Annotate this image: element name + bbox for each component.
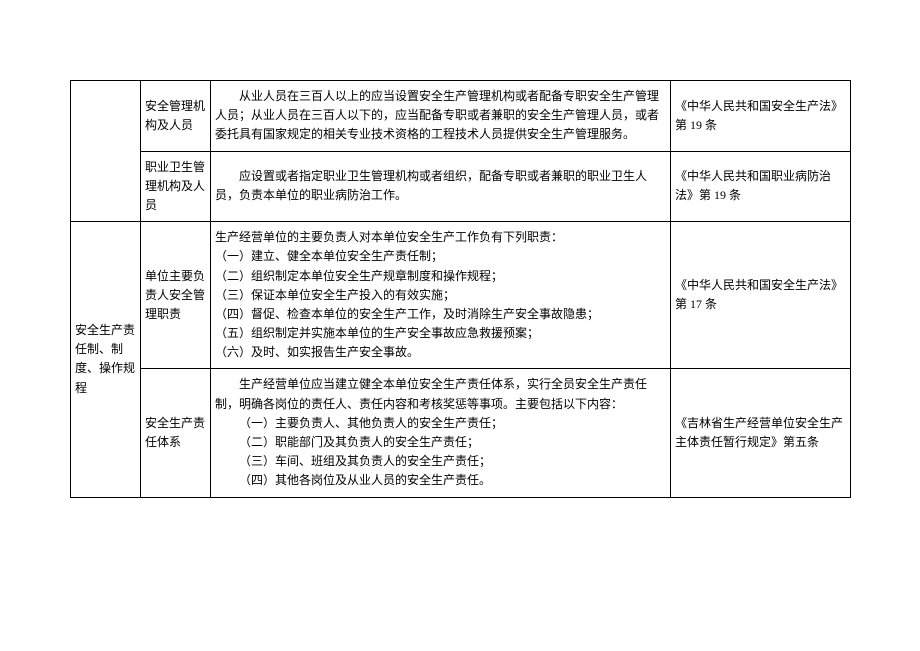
content-intro: 生产经营单位应当建立健全本单位安全生产责任体系，实行全员安全生产责任制，明确各岗… — [215, 375, 666, 413]
content-line: （四）督促、检查本单位的安全生产工作，及时消除生产安全事故隐患； — [215, 305, 666, 324]
cell-subcategory: 安全管理机构及人员 — [141, 81, 211, 152]
content-line: （四）其他各岗位及从业人员的安全生产责任。 — [215, 471, 666, 490]
cell-law: 《中华人民共和国职业病防治法》第 19 条 — [671, 151, 851, 222]
table-row: 职业卫生管理机构及人员 应设置或者指定职业卫生管理机构或者组织，配备专职或者兼职… — [71, 151, 851, 222]
table-row: 安全生产责任体系 生产经营单位应当建立健全本单位安全生产责任体系，实行全员安全生… — [71, 369, 851, 497]
cell-law: 《中华人民共和国安全生产法》第 17 条 — [671, 222, 851, 369]
content-line: （一）建立、健全本单位安全生产责任制； — [215, 247, 666, 266]
cell-subcategory: 单位主要负责人安全管理职责 — [141, 222, 211, 369]
cell-content: 从业人员在三百人以上的应当设置安全生产管理机构或者配备专职安全生产管理人员；从业… — [211, 81, 671, 152]
content-line: （三）保证本单位安全生产投入的有效实施； — [215, 286, 666, 305]
cell-category: 安全生产责任制、制度、操作规程 — [71, 222, 141, 497]
cell-content: 生产经营单位应当建立健全本单位安全生产责任体系，实行全员安全生产责任制，明确各岗… — [211, 369, 671, 497]
content-line: （二）组织制定本单位安全生产规章制度和操作规程； — [215, 267, 666, 286]
cell-category-empty — [71, 81, 141, 222]
cell-law: 《吉林省生产经营单位安全生产主体责任暂行规定》第五条 — [671, 369, 851, 497]
cell-content: 生产经营单位的主要负责人对本单位安全生产工作负有下列职责： （一）建立、健全本单… — [211, 222, 671, 369]
cell-content: 应设置或者指定职业卫生管理机构或者组织，配备专职或者兼职的职业卫生人员，负责本单… — [211, 151, 671, 222]
content-line: （二）职能部门及其负责人的安全生产责任； — [215, 433, 666, 452]
content-line: （五）组织制定并实施本单位的生产安全事故应急救援预案； — [215, 324, 666, 343]
cell-law: 《中华人民共和国安全生产法》第 19 条 — [671, 81, 851, 152]
table-row: 安全生产责任制、制度、操作规程 单位主要负责人安全管理职责 生产经营单位的主要负… — [71, 222, 851, 369]
table-row: 安全管理机构及人员 从业人员在三百人以上的应当设置安全生产管理机构或者配备专职安… — [71, 81, 851, 152]
cell-subcategory: 职业卫生管理机构及人员 — [141, 151, 211, 222]
regulation-table: 安全管理机构及人员 从业人员在三百人以上的应当设置安全生产管理机构或者配备专职安… — [70, 80, 851, 498]
cell-subcategory: 安全生产责任体系 — [141, 369, 211, 497]
content-line: （一）主要负责人、其他负责人的安全生产责任； — [215, 414, 666, 433]
content-line: （三）车间、班组及其负责人的安全生产责任； — [215, 452, 666, 471]
content-line: （六）及时、如实报告生产安全事故。 — [215, 343, 666, 362]
content-line: 生产经营单位的主要负责人对本单位安全生产工作负有下列职责： — [215, 228, 666, 247]
